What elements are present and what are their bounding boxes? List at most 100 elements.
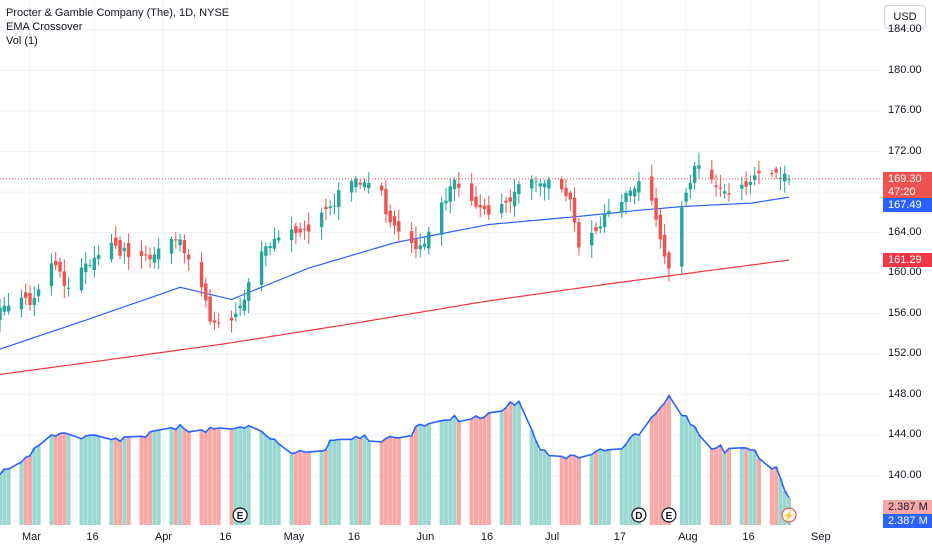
candle[interactable] <box>289 216 294 252</box>
candle[interactable] <box>242 290 247 316</box>
candle[interactable] <box>362 178 367 191</box>
candle[interactable] <box>148 247 152 269</box>
candle[interactable] <box>620 194 624 219</box>
candle[interactable] <box>2 296 6 316</box>
candle[interactable] <box>66 277 71 297</box>
candle[interactable] <box>418 233 422 258</box>
candle[interactable] <box>590 220 594 259</box>
candle[interactable] <box>457 171 461 197</box>
candle[interactable] <box>572 187 577 232</box>
candle[interactable] <box>384 179 388 223</box>
candle[interactable] <box>259 240 264 292</box>
currency-button[interactable]: USD <box>884 5 926 29</box>
candle[interactable] <box>439 196 444 247</box>
candle[interactable] <box>139 240 144 269</box>
candle[interactable] <box>324 198 328 221</box>
candle[interactable] <box>397 209 401 243</box>
candle[interactable] <box>692 161 697 191</box>
candle[interactable] <box>302 220 307 240</box>
candle[interactable] <box>628 187 633 203</box>
candle[interactable] <box>6 293 11 315</box>
candle[interactable] <box>156 238 161 270</box>
candle[interactable] <box>392 210 397 235</box>
indicator-volume[interactable]: Vol (1) <box>6 35 38 47</box>
candle[interactable] <box>684 187 688 206</box>
candle[interactable] <box>512 179 517 217</box>
candle[interactable] <box>667 250 671 282</box>
candle[interactable] <box>722 183 727 199</box>
candle[interactable] <box>757 160 761 185</box>
candle[interactable] <box>36 284 41 303</box>
candle[interactable] <box>84 252 88 285</box>
candle[interactable] <box>234 302 238 322</box>
candle[interactable] <box>152 246 157 269</box>
candle[interactable] <box>594 221 598 235</box>
candle[interactable] <box>229 310 234 333</box>
candle[interactable] <box>298 222 302 238</box>
candle[interactable] <box>542 179 547 201</box>
candle[interactable] <box>379 182 384 196</box>
candle[interactable] <box>238 297 242 317</box>
candle[interactable] <box>774 166 778 179</box>
candle[interactable] <box>264 242 268 267</box>
candle[interactable] <box>268 242 272 256</box>
candle[interactable] <box>564 178 568 202</box>
candle[interactable] <box>182 234 187 264</box>
candle[interactable] <box>294 222 298 245</box>
candle[interactable] <box>144 245 148 261</box>
candle[interactable] <box>508 189 512 213</box>
candle[interactable] <box>727 183 731 202</box>
candle[interactable] <box>212 311 217 330</box>
candle[interactable] <box>637 171 641 202</box>
candle[interactable] <box>208 289 212 325</box>
candle[interactable] <box>307 212 311 245</box>
candle[interactable] <box>568 190 573 212</box>
candle[interactable] <box>482 198 487 215</box>
candle[interactable] <box>58 257 62 278</box>
candle[interactable] <box>787 174 791 185</box>
candle[interactable] <box>54 251 58 271</box>
candle[interactable] <box>744 171 748 196</box>
candle[interactable] <box>169 236 174 265</box>
event-marker[interactable]: D <box>631 507 647 523</box>
candle[interactable] <box>88 259 92 268</box>
candle[interactable] <box>538 178 542 197</box>
candle[interactable] <box>109 234 114 263</box>
candle[interactable] <box>650 164 654 206</box>
candle[interactable] <box>577 218 581 256</box>
candle[interactable] <box>349 178 354 202</box>
candle[interactable] <box>414 226 418 259</box>
candle[interactable] <box>409 222 414 254</box>
candle[interactable] <box>783 165 787 193</box>
candle[interactable] <box>422 236 427 250</box>
event-marker[interactable]: ⚡ <box>781 507 797 523</box>
candle[interactable] <box>478 194 482 218</box>
candle[interactable] <box>354 176 358 193</box>
symbol-title[interactable]: Procter & Gamble Company (The), 1D, NYSE <box>6 7 230 19</box>
candle[interactable] <box>598 216 603 234</box>
candle[interactable] <box>427 226 431 255</box>
candle[interactable] <box>49 253 54 296</box>
candle[interactable] <box>499 193 504 219</box>
candle[interactable] <box>122 242 127 264</box>
candle[interactable] <box>79 258 84 293</box>
candle[interactable] <box>337 182 341 220</box>
candlesticks[interactable] <box>0 152 791 333</box>
candle[interactable] <box>174 231 178 249</box>
candle[interactable] <box>714 174 718 197</box>
candle[interactable] <box>504 196 508 214</box>
candle[interactable] <box>534 176 538 193</box>
candle[interactable] <box>444 187 448 211</box>
candle[interactable] <box>367 171 371 194</box>
candle[interactable] <box>216 313 221 329</box>
candle[interactable] <box>688 174 693 199</box>
candle[interactable] <box>748 175 753 195</box>
candle[interactable] <box>658 208 663 249</box>
candle[interactable] <box>487 195 491 221</box>
candle[interactable] <box>448 178 452 214</box>
candle[interactable] <box>118 236 122 260</box>
candle[interactable] <box>32 285 37 317</box>
candle[interactable] <box>607 198 611 218</box>
candle[interactable] <box>204 277 208 308</box>
candle[interactable] <box>19 289 24 318</box>
